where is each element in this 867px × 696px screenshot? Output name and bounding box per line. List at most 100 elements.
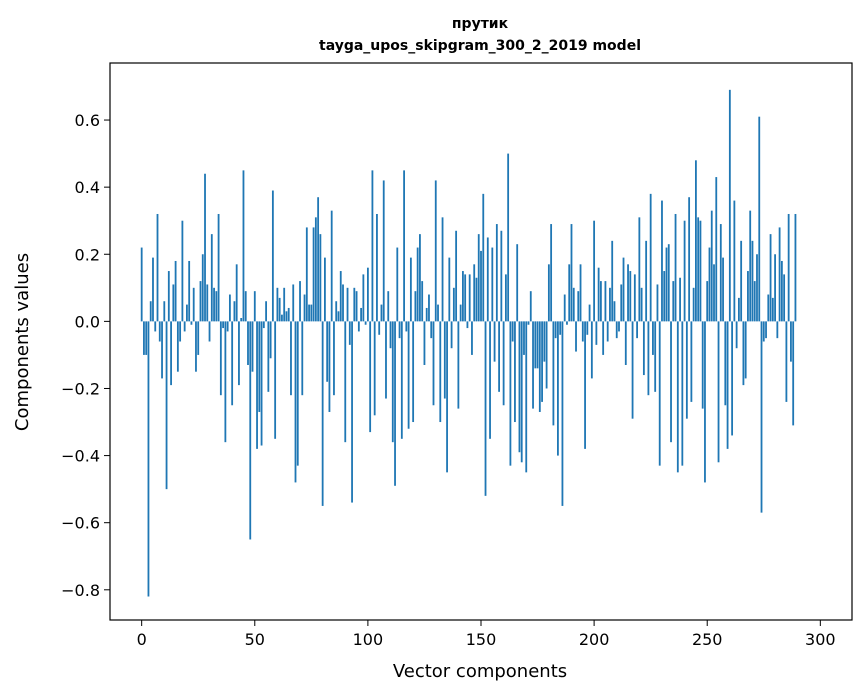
bar-component-111 (391, 321, 394, 443)
bar-component-133 (441, 217, 444, 322)
bar-component-19 (183, 321, 186, 332)
bar-component-211 (618, 321, 620, 332)
bar-component-183 (554, 321, 557, 339)
bar-component-68 (294, 321, 297, 483)
bar-component-245 (695, 160, 697, 322)
bar-component-172 (529, 291, 532, 322)
bar-component-244 (692, 287, 695, 322)
bar-component-54 (262, 321, 265, 329)
bar-component-182 (552, 321, 555, 426)
bar-component-135 (446, 321, 448, 473)
bar-component-55 (265, 301, 267, 322)
bar-component-218 (633, 274, 636, 322)
bar-component-2 (145, 321, 148, 355)
bar-component-169 (523, 321, 525, 355)
bar-component-85 (333, 321, 335, 396)
bar-component-102 (371, 170, 374, 322)
bar-component-249 (704, 321, 706, 483)
bar-component-270 (751, 240, 754, 322)
bar-component-178 (543, 321, 546, 362)
bar-component-148 (475, 277, 478, 322)
bar-component-286 (787, 213, 790, 322)
bar-component-189 (568, 264, 571, 322)
bar-component-76 (312, 227, 315, 322)
bar-component-184 (557, 321, 559, 456)
bar-component-209 (613, 301, 616, 322)
bar-component-242 (688, 197, 691, 322)
bar-component-255 (717, 321, 720, 463)
bar-component-134 (443, 321, 446, 399)
chart-subtitle: tayga_upos_skipgram_300_2_2019 model (319, 38, 641, 54)
bar-component-71 (301, 321, 304, 396)
bar-component-0 (140, 247, 143, 322)
bar-component-117 (405, 321, 408, 332)
bar-component-143 (464, 274, 467, 322)
bar-component-236 (674, 213, 677, 322)
bar-component-269 (749, 210, 752, 322)
bar-component-8 (158, 321, 161, 342)
bar-component-261 (731, 321, 734, 436)
bar-component-175 (536, 321, 539, 369)
bar-component-201 (595, 321, 598, 345)
bar-component-131 (437, 304, 439, 322)
bar-component-260 (728, 89, 731, 322)
bar-component-173 (532, 321, 534, 409)
bar-component-202 (597, 267, 600, 322)
bar-component-58 (271, 190, 274, 322)
bar-component-238 (679, 277, 681, 322)
bar-component-119 (409, 257, 412, 322)
bar-component-259 (726, 321, 729, 449)
bar-component-208 (611, 240, 614, 322)
bar-component-79 (319, 234, 322, 322)
bar-component-285 (785, 321, 788, 402)
bar-component-139 (455, 230, 458, 322)
bar-component-195 (581, 321, 584, 342)
bar-component-170 (525, 321, 528, 473)
bar-component-271 (753, 281, 756, 322)
bar-component-283 (780, 260, 783, 322)
bar-component-179 (545, 321, 548, 389)
bar-component-51 (256, 321, 258, 449)
x-tick-label: 300 (805, 630, 836, 649)
bar-component-212 (620, 284, 623, 322)
x-tick-label: 250 (692, 630, 723, 649)
plot-frame (109, 62, 853, 621)
bar-component-243 (690, 321, 693, 402)
bar-component-171 (527, 321, 530, 325)
bar-component-116 (403, 170, 405, 322)
bar-component-99 (364, 321, 367, 325)
bar-component-254 (715, 177, 718, 322)
bar-component-277 (767, 294, 770, 322)
bar-component-246 (697, 217, 700, 322)
bar-component-122 (416, 247, 419, 322)
bar-component-20 (186, 304, 188, 322)
bar-component-174 (534, 321, 537, 369)
y-tick-label: 0.2 (75, 245, 100, 264)
bar-component-7 (156, 213, 159, 322)
bar-component-206 (606, 321, 609, 342)
bar-component-28 (204, 173, 206, 322)
bar-component-36 (222, 321, 225, 329)
bar-component-138 (452, 287, 455, 322)
bar-component-75 (310, 304, 313, 322)
bar-component-187 (563, 294, 566, 322)
bar-component-125 (423, 321, 426, 365)
bar-component-126 (425, 307, 428, 322)
bar-component-53 (260, 321, 263, 446)
x-tick-label: 150 (466, 630, 497, 649)
bar-component-61 (278, 297, 281, 322)
bar-component-24 (195, 321, 197, 372)
bar-component-177 (541, 321, 543, 402)
bar-component-223 (645, 240, 648, 322)
bars-group (140, 89, 797, 597)
bar-component-181 (550, 224, 553, 322)
bar-component-39 (228, 294, 231, 322)
bar-component-160 (502, 321, 505, 406)
bar-component-62 (281, 314, 283, 322)
y-tick-label: −0.6 (61, 514, 100, 533)
bar-component-105 (378, 321, 381, 335)
bar-component-60 (276, 287, 279, 322)
bar-component-107 (382, 180, 385, 322)
bar-component-279 (771, 297, 774, 322)
